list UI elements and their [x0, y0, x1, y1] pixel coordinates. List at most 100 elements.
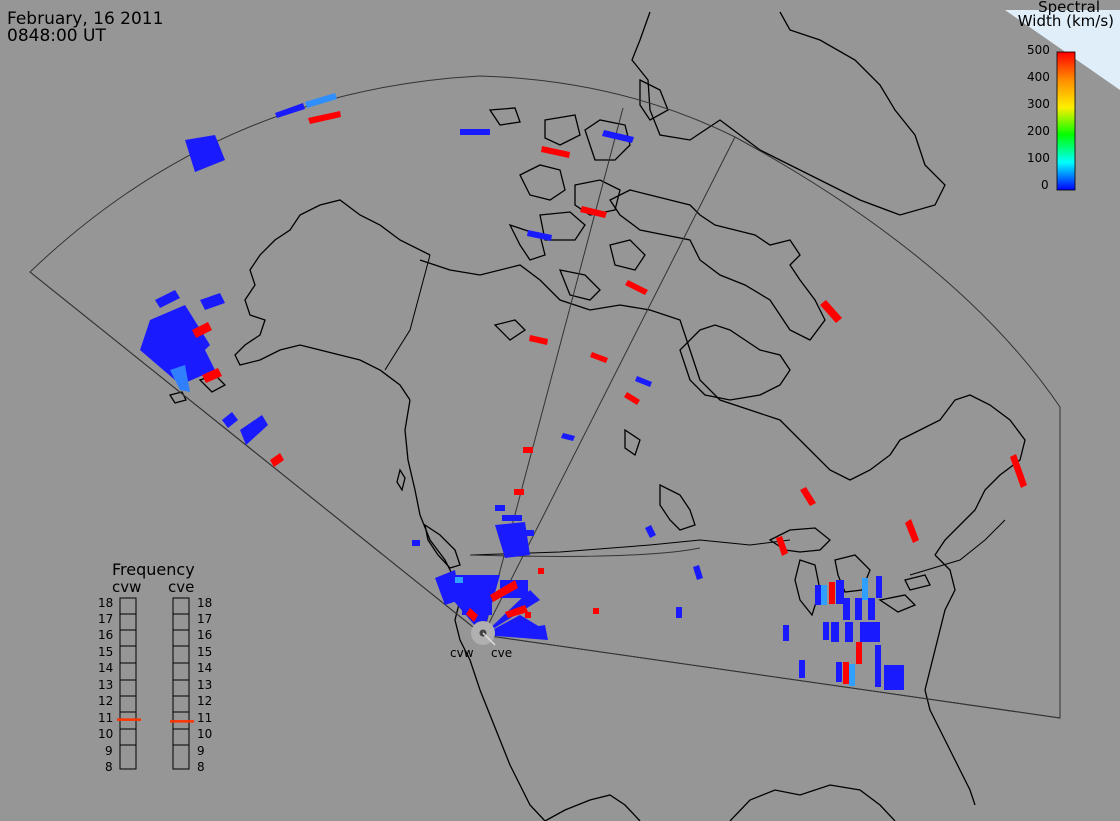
freq-tick-right: 13 — [197, 678, 213, 692]
echo-cell — [823, 622, 829, 640]
freq-marker-cvw — [117, 718, 141, 721]
freq-tick-left: 15 — [98, 645, 114, 659]
freq-tick-right: 14 — [197, 661, 213, 675]
echo-cell — [202, 368, 222, 383]
echo-cell — [460, 129, 490, 135]
freq-tick-left: 11 — [98, 711, 114, 725]
echo-cell — [527, 230, 552, 241]
freq-tick-left: 10 — [98, 727, 114, 741]
echo-cell — [222, 412, 238, 428]
freq-tick-left: 8 — [105, 760, 113, 774]
colorbar-tick: 300 — [1027, 97, 1050, 111]
echo-cell — [635, 376, 652, 387]
freq-tick-right: 17 — [197, 612, 213, 626]
freq-tick-left: 13 — [98, 678, 114, 692]
echo-cell — [875, 645, 881, 687]
freq-box-cve — [172, 597, 190, 770]
echo-cell — [502, 515, 522, 521]
freq-tick-right: 18 — [197, 596, 213, 610]
date-label: February, 16 2011 — [7, 9, 164, 29]
echo-cell — [855, 598, 862, 620]
radar-sites — [471, 621, 496, 646]
echo-cell — [624, 392, 640, 405]
time-label: 0848:00 UT — [7, 26, 106, 46]
echo-cell — [483, 625, 548, 640]
echo-cell — [845, 622, 853, 642]
echo-cell — [829, 582, 835, 604]
colorbar — [1056, 51, 1076, 191]
echo-cell — [495, 522, 530, 558]
echo-cell — [800, 487, 816, 506]
echo-cell — [905, 519, 919, 543]
echo-cell — [593, 608, 599, 614]
echo-cell — [455, 577, 463, 583]
echo-cell — [783, 625, 789, 641]
echo-cell — [821, 585, 827, 605]
echo-cell — [868, 598, 875, 620]
echo-cell — [523, 447, 533, 453]
echo-cell — [412, 540, 420, 546]
colorbar-title-1: Spectral — [1038, 0, 1100, 16]
frequency-radar-cvw: cvw — [112, 578, 142, 596]
coastlines — [168, 11, 1026, 821]
echo-cell — [831, 622, 839, 642]
echo-cell — [525, 612, 531, 618]
echo-cell — [590, 352, 608, 363]
colorbar-tick: 500 — [1027, 43, 1050, 57]
echo-cell — [305, 93, 337, 108]
echo-cell — [849, 664, 855, 686]
freq-tick-left: 16 — [98, 628, 114, 642]
frequency-boxes — [117, 597, 194, 770]
freq-tick-right: 15 — [197, 645, 213, 659]
echo-cell — [843, 598, 850, 620]
echo-cell — [884, 665, 904, 690]
freq-tick-right: 9 — [197, 744, 205, 758]
echo-cell — [776, 536, 788, 556]
freq-tick-right: 10 — [197, 727, 213, 741]
echo-cell — [462, 590, 492, 615]
colorbar-scale — [1056, 51, 1076, 191]
freq-tick-right: 8 — [197, 760, 205, 774]
echo-cell — [308, 111, 341, 124]
echo-cell — [505, 605, 528, 618]
echo-cell — [645, 525, 656, 538]
echo-cell — [876, 576, 882, 598]
echo-cell — [856, 642, 862, 664]
echo-cell — [192, 322, 212, 338]
colorbar-tick: 100 — [1027, 151, 1050, 165]
site-label-cve: cve — [491, 646, 513, 660]
echo-cell — [676, 607, 682, 618]
freq-tick-right: 16 — [197, 628, 213, 642]
echo-cell — [625, 280, 648, 295]
freq-marker-cve — [170, 720, 194, 723]
corner-triangle — [1005, 10, 1120, 90]
colorbar-tick: 400 — [1027, 70, 1050, 84]
echo-cell — [435, 570, 460, 605]
freq-tick-left: 17 — [98, 612, 114, 626]
freq-tick-left: 18 — [98, 596, 114, 610]
echo-cell — [541, 146, 570, 158]
echo-cell — [155, 290, 180, 308]
freq-tick-left: 12 — [98, 694, 114, 708]
echo-cell — [240, 415, 268, 445]
echo-cell — [1010, 454, 1027, 488]
echo-cell — [185, 135, 225, 172]
echo-cell — [520, 530, 534, 536]
echo-cell — [275, 103, 305, 118]
frequency-radar-cve: cve — [168, 578, 195, 596]
echo-cell — [693, 565, 703, 580]
echo-cell — [580, 206, 607, 218]
freq-tick-right: 12 — [197, 694, 213, 708]
freq-tick-left: 9 — [105, 744, 113, 758]
echo-cell — [836, 580, 844, 604]
echo-cell — [170, 365, 190, 392]
echo-cell — [490, 580, 518, 602]
echo-cell — [495, 505, 505, 511]
frequency-title: Frequency — [112, 560, 195, 579]
echo-cell — [820, 300, 842, 323]
borders — [384, 254, 1006, 576]
colorbar-title-2: Width (km/s) — [1017, 12, 1114, 30]
echo-cell — [561, 433, 575, 441]
echo-cells — [140, 93, 1027, 690]
